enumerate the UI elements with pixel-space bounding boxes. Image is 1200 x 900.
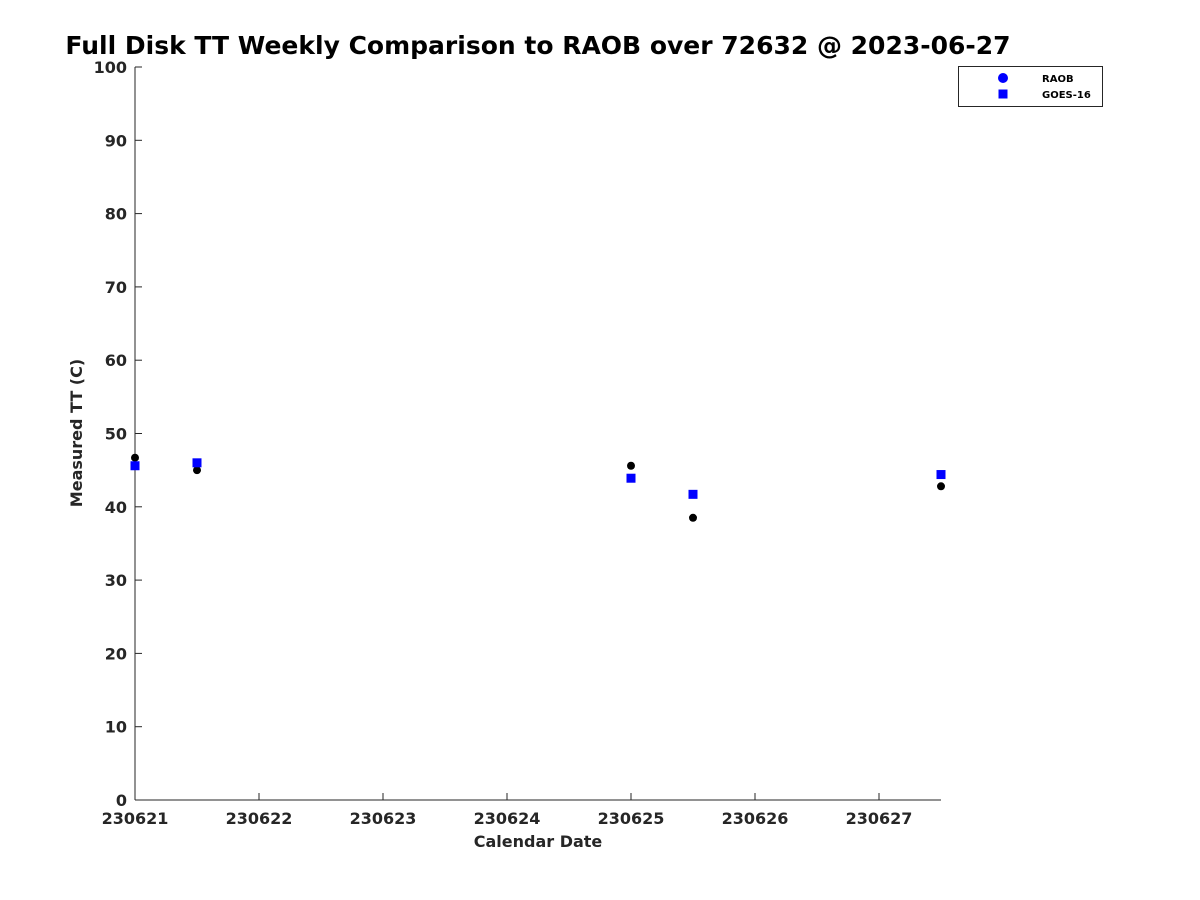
goes-16-point — [130, 461, 140, 471]
y-tick-label: 70 — [105, 278, 127, 297]
y-tick-label: 100 — [94, 58, 127, 77]
raob-point — [193, 466, 201, 475]
goes-16-point — [192, 458, 202, 468]
y-axis-label: Measured TT (C) — [67, 359, 86, 507]
y-tick-label: 30 — [105, 571, 127, 590]
chart-title: Full Disk TT Weekly Comparison to RAOB o… — [65, 31, 1010, 60]
y-tick-label: 10 — [105, 718, 127, 737]
x-tick-label: 230622 — [226, 809, 293, 828]
legend-marker-goes-16 — [998, 89, 1008, 99]
x-tick-label: 230627 — [846, 809, 913, 828]
y-tick-label: 60 — [105, 351, 127, 370]
raob-point — [131, 453, 139, 462]
goes-16-point — [626, 473, 636, 483]
legend-marker-raob — [998, 73, 1008, 83]
legend-box — [958, 66, 1103, 107]
legend-items: RAOB GOES-16 — [998, 73, 1091, 101]
y-tick-label: 50 — [105, 425, 127, 444]
raob-point — [937, 482, 945, 491]
y-ticks: 0 10 20 30 40 50 60 70 80 90 100 — [94, 58, 142, 810]
x-tick-label: 230625 — [598, 809, 665, 828]
legend-label-goes-16: GOES-16 — [1042, 90, 1091, 101]
y-tick-label: 80 — [105, 205, 127, 224]
x-tick-label: 230624 — [474, 809, 541, 828]
x-tick-label: 230626 — [722, 809, 789, 828]
x-ticks: 230621 230622 230623 230624 230625 230626 2306… — [102, 793, 913, 828]
goes-16-point — [688, 489, 698, 499]
y-tick-label: 20 — [105, 644, 127, 663]
legend: RAOB GOES-16 — [958, 66, 1103, 107]
data-points — [130, 453, 946, 522]
legend-label-raob: RAOB — [1042, 74, 1074, 85]
raob-point — [627, 461, 635, 470]
y-tick-label: 0 — [116, 791, 127, 810]
raob-point — [689, 513, 697, 522]
x-axis-label: Calendar Date — [474, 832, 603, 851]
axes — [134, 67, 941, 801]
y-tick-label: 90 — [105, 131, 127, 150]
x-tick-label: 230623 — [350, 809, 417, 828]
y-tick-label: 40 — [105, 498, 127, 517]
x-tick-label: 230621 — [102, 809, 169, 828]
goes-16-point — [936, 470, 946, 480]
